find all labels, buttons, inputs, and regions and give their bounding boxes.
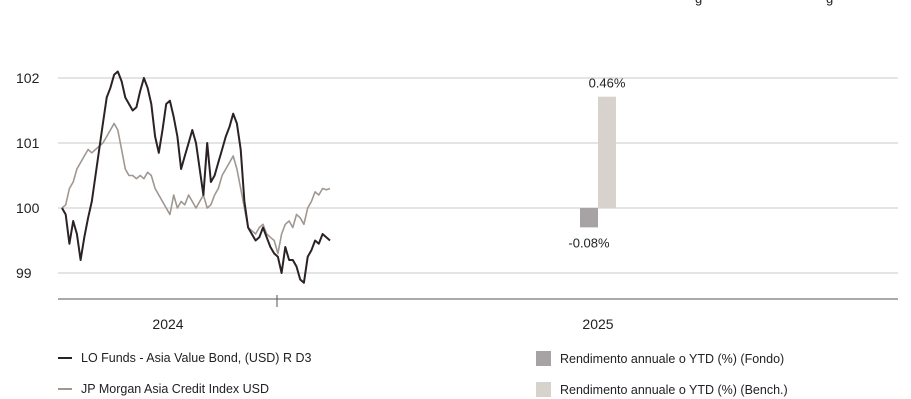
y-tick-label: 99 bbox=[16, 265, 32, 281]
bar-fund-2025 bbox=[580, 208, 598, 228]
legend-label: Rendimento annuale o YTD (%) (Bench.) bbox=[560, 382, 788, 397]
legend-box-swatch bbox=[536, 382, 551, 397]
header-fragment: g bbox=[826, 0, 833, 6]
legend-line-swatch bbox=[58, 388, 72, 390]
legend-item-fund-bar: Rendimento annuale o YTD (%) (Fondo) bbox=[536, 351, 784, 366]
x-tick-label-2024: 2024 bbox=[152, 316, 183, 332]
legend-item-bench-bar: Rendimento annuale o YTD (%) (Bench.) bbox=[536, 382, 788, 397]
y-tick-label: 100 bbox=[16, 200, 40, 216]
y-tick-label: 101 bbox=[16, 135, 40, 151]
y-tick-label: 102 bbox=[16, 70, 40, 86]
bar-benchmark-2025 bbox=[598, 96, 616, 208]
bar-label-fund: -0.08% bbox=[568, 235, 610, 250]
series-line-fund bbox=[61, 70, 331, 284]
legend-box-swatch bbox=[536, 351, 551, 366]
x-tick-label-2025: 2025 bbox=[582, 316, 613, 332]
legend-label: LO Funds - Asia Value Bond, (USD) R D3 bbox=[81, 351, 312, 365]
bar-label-benchmark: 0.46% bbox=[589, 76, 626, 91]
legend-item-bench-line: JP Morgan Asia Credit Index USD bbox=[58, 382, 269, 396]
legend-item-fund-line: LO Funds - Asia Value Bond, (USD) R D3 bbox=[58, 351, 311, 365]
series-line-benchmark bbox=[61, 122, 331, 255]
legend-label: Rendimento annuale o YTD (%) (Fondo) bbox=[560, 351, 785, 366]
legend-line-swatch bbox=[58, 357, 72, 359]
header-fragment: g bbox=[695, 0, 702, 6]
legend-label: JP Morgan Asia Credit Index USD bbox=[81, 382, 270, 396]
